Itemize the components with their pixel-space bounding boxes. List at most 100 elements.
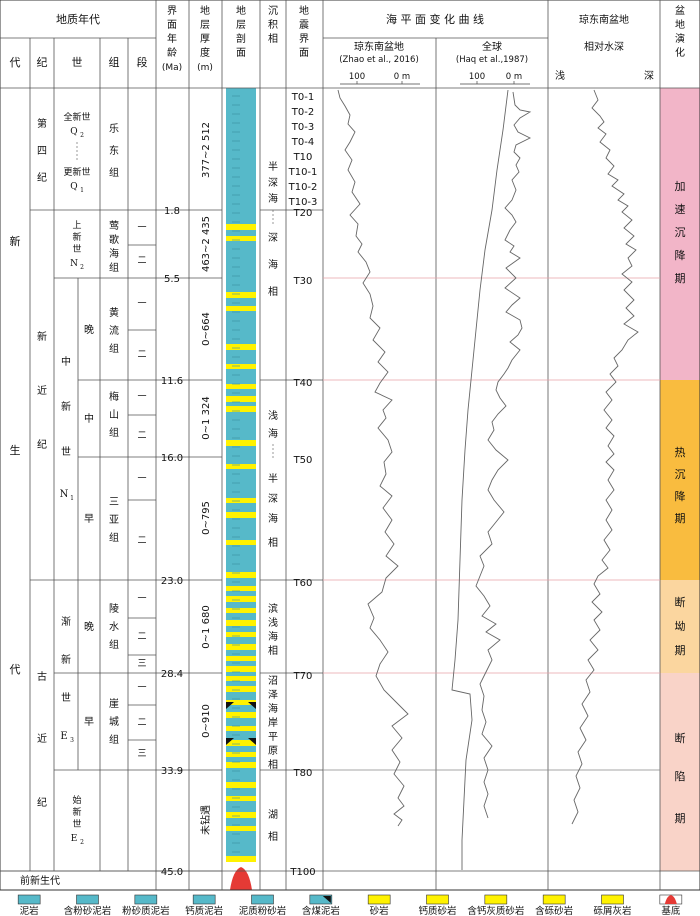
pebbly-sandstone-icon [542, 894, 566, 905]
sandstone-icon [367, 894, 391, 905]
sandstone-bed [226, 364, 256, 369]
svg-text:岸: 岸 [268, 717, 278, 729]
seismic-boundaries: T0-1 T0-2 T0-3 T0-4 T10 T10-1 T10-2 T10-… [288, 92, 318, 878]
svg-text:陵: 陵 [109, 603, 119, 615]
svg-text:一: 一 [137, 223, 146, 233]
svg-text:N: N [60, 489, 69, 500]
svg-text:降: 降 [675, 489, 686, 503]
svg-text:新: 新 [61, 400, 71, 413]
svg-text:T70: T70 [293, 671, 313, 682]
sandstone-bed [226, 656, 256, 661]
svg-text:组: 组 [109, 638, 119, 651]
evolution-rift-depression: 断 坳 期 [675, 595, 686, 657]
header-global: 全球 [482, 40, 502, 53]
global-sea-level-curve-long-term [451, 89, 509, 870]
svg-text:T50: T50 [293, 455, 313, 466]
svg-text:滨: 滨 [268, 602, 278, 615]
svg-text:二: 二 [137, 431, 146, 441]
global-axis-100: 100 [469, 72, 485, 82]
sandstone-bed [226, 586, 256, 591]
svg-text:盆: 盆 [675, 4, 685, 17]
header-epoch: 世 [72, 56, 83, 69]
svg-text:界: 界 [167, 5, 177, 17]
qdn-axis-0m: 0 m [394, 72, 410, 82]
svg-text:1: 1 [80, 187, 84, 194]
svg-text:界: 界 [299, 33, 309, 45]
legend-label: 钙质砂岩 [418, 905, 456, 916]
svg-text:期: 期 [675, 512, 686, 525]
svg-text:1.8: 1.8 [164, 206, 180, 217]
svg-text:二: 二 [137, 350, 146, 360]
svg-text:原: 原 [268, 745, 278, 757]
sandstone-bed [226, 740, 256, 746]
svg-text:龄: 龄 [167, 46, 177, 59]
svg-text:第: 第 [37, 117, 47, 130]
svg-text:沉: 沉 [675, 226, 686, 239]
header-thickness: 地 层 厚 度 (m) [197, 4, 213, 73]
legend-label: 砾屑灰岩 [593, 905, 631, 916]
header-shallow: 浅 [555, 69, 565, 82]
segments: 一 二 一 二 一 二 一 二 一 二 三 一 二 三 [137, 223, 146, 759]
sandstone-bed [226, 712, 256, 718]
sandstone-bed [226, 796, 256, 801]
svg-text:T10: T10 [293, 152, 313, 163]
svg-text:5.5: 5.5 [164, 274, 180, 285]
svg-text:梅: 梅 [109, 390, 119, 403]
facies-3: 滨 浅 海 相 [268, 602, 278, 657]
svg-text:相: 相 [268, 758, 278, 771]
svg-text:黄: 黄 [109, 306, 119, 319]
epoch-oligocene: 渐 新 世 E 3 [60, 615, 74, 744]
header-water-depth-2: 相对水深 [584, 40, 624, 53]
svg-text:世: 世 [72, 818, 81, 830]
period-paleogene: 古 近 纪 [37, 670, 47, 809]
svg-text:地: 地 [200, 4, 210, 17]
sandstone-bed [226, 686, 256, 692]
sandstone-bed [226, 384, 256, 389]
svg-text:水: 水 [109, 621, 119, 633]
svg-text:年: 年 [167, 32, 177, 45]
svg-text:平: 平 [268, 732, 278, 743]
svg-text:0~795: 0~795 [201, 501, 212, 535]
sandstone-bed [226, 762, 256, 768]
header-basin-evolution: 盆 地 演 化 [675, 4, 685, 59]
svg-text:一: 一 [137, 594, 146, 604]
svg-text:新: 新 [10, 234, 21, 248]
boundary-guides [323, 277, 660, 771]
sandstone-bed [226, 812, 256, 818]
svg-text:早: 早 [84, 716, 94, 728]
legend-label: 含砾砂岩 [535, 905, 573, 916]
svg-text:N: N [70, 259, 78, 269]
header-facies: 沉 积 相 [268, 4, 278, 45]
svg-text:三: 三 [137, 659, 146, 669]
svg-text:厚: 厚 [200, 33, 210, 45]
svg-text:期: 期 [675, 644, 686, 657]
relative-water-depth-curve [571, 89, 639, 825]
header-group: 组 [109, 55, 120, 69]
svg-text:流: 流 [109, 324, 119, 337]
svg-text:相: 相 [268, 830, 278, 843]
svg-text:组: 组 [109, 531, 119, 544]
svg-text:0~910: 0~910 [201, 704, 212, 738]
sandstone-bed [226, 620, 256, 626]
sandstone-bed [226, 464, 256, 469]
svg-text:剖: 剖 [236, 32, 246, 45]
svg-text:晚: 晚 [84, 324, 94, 336]
header-profile: 地 层 剖 面 [236, 4, 246, 59]
svg-text:组: 组 [109, 261, 119, 274]
svg-text:浅: 浅 [268, 616, 278, 629]
sandstone-bed [226, 632, 256, 637]
svg-text:晚: 晚 [84, 621, 94, 633]
sandstone-bed [226, 752, 256, 757]
svg-text:T20: T20 [293, 208, 313, 219]
legend-label: 含粉砂泥岩 [64, 905, 112, 916]
svg-text:海: 海 [268, 192, 278, 205]
svg-text:热: 热 [675, 446, 686, 459]
subepochs: 晚 中 早 晚 早 [84, 324, 94, 728]
svg-text:世: 世 [72, 243, 81, 255]
svg-text:(Ma): (Ma) [162, 63, 182, 73]
boundary-ages: 1.8 5.5 11.6 16.0 23.0 28.4 33.9 45.0 [161, 206, 183, 878]
svg-text:相: 相 [268, 32, 278, 45]
header-water-depth-1: 琼东南盆地 [579, 13, 629, 26]
svg-text:古: 古 [37, 670, 47, 683]
